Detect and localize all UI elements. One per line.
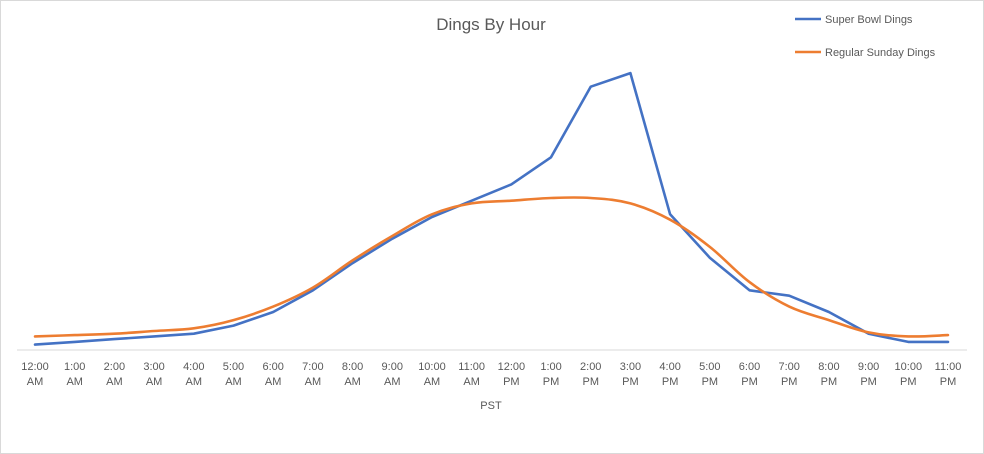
x-tick-label-period: PM bbox=[900, 376, 917, 388]
series-line-super-bowl-dings bbox=[33, 71, 950, 346]
x-tick-label-period: AM bbox=[225, 376, 242, 388]
x-tick-label-period: PM bbox=[543, 376, 560, 388]
x-tick-label-time: 12:00 bbox=[498, 361, 526, 373]
x-tick-label: 3:00 PM bbox=[620, 361, 641, 388]
x-axis-title: PST bbox=[480, 400, 502, 412]
x-tick-label-time: 8:00 bbox=[818, 361, 839, 373]
x-tick-label: 9:00 PM bbox=[858, 361, 879, 388]
x-tick-label: 7:00 PM bbox=[779, 361, 800, 388]
x-tick-label-time: 7:00 bbox=[779, 361, 800, 373]
chart-title: Dings By Hour bbox=[436, 15, 546, 34]
x-tick-label-time: 9:00 bbox=[858, 361, 879, 373]
x-tick-label: 10:00 PM bbox=[895, 361, 923, 388]
x-tick-label-period: AM bbox=[27, 376, 44, 388]
x-tick-label: 1:00 AM bbox=[64, 361, 85, 388]
x-tick-label-time: 7:00 bbox=[302, 361, 323, 373]
x-tick-label-time: 2:00 bbox=[580, 361, 601, 373]
x-tick-label: 9:00 AM bbox=[382, 361, 403, 388]
x-tick-label: 5:00 PM bbox=[699, 361, 720, 388]
x-tick-label: 4:00 AM bbox=[183, 361, 204, 388]
x-tick-label-time: 6:00 bbox=[739, 361, 760, 373]
x-tick-label-time: 6:00 bbox=[262, 361, 283, 373]
x-tick-label-period: PM bbox=[940, 376, 957, 388]
x-tick-label-time: 1:00 bbox=[64, 361, 85, 373]
x-tick-label-period: AM bbox=[463, 376, 480, 388]
x-tick-label-time: 11:00 bbox=[458, 361, 485, 373]
x-tick-label-time: 9:00 bbox=[382, 361, 403, 373]
x-tick-label-period: PM bbox=[781, 376, 798, 388]
x-tick-label-period: AM bbox=[265, 376, 282, 388]
x-tick-label-time: 10:00 bbox=[418, 361, 446, 373]
x-tick-label: 11:00 AM bbox=[458, 361, 485, 388]
x-tick-label: 2:00 PM bbox=[580, 361, 601, 388]
series-line-regular-sunday-dings bbox=[33, 196, 950, 338]
x-tick-label: 4:00 PM bbox=[659, 361, 680, 388]
x-tick-label-period: AM bbox=[186, 376, 203, 388]
x-tick-label-time: 5:00 bbox=[699, 361, 720, 373]
x-tick-label-time: 4:00 bbox=[183, 361, 204, 373]
x-tick-label: 7:00 AM bbox=[302, 361, 323, 388]
x-tick-label-period: PM bbox=[582, 376, 599, 388]
x-tick-label-period: PM bbox=[821, 376, 838, 388]
x-tick-label-period: AM bbox=[384, 376, 401, 388]
x-tick-label-period: PM bbox=[702, 376, 719, 388]
x-tick-label: 5:00 AM bbox=[223, 361, 244, 388]
x-tick-label: 1:00 PM bbox=[540, 361, 561, 388]
x-tick-label-period: AM bbox=[344, 376, 361, 388]
x-tick-label-period: AM bbox=[106, 376, 123, 388]
x-tick-label-time: 3:00 bbox=[620, 361, 641, 373]
x-tick-label-period: PM bbox=[860, 376, 877, 388]
x-tick-label-time: 4:00 bbox=[659, 361, 680, 373]
x-tick-label-period: PM bbox=[503, 376, 520, 388]
x-tick-label-period: PM bbox=[622, 376, 639, 388]
x-tick-label: 6:00 PM bbox=[739, 361, 760, 388]
x-tick-label: 8:00 AM bbox=[342, 361, 363, 388]
x-tick-label-period: PM bbox=[662, 376, 679, 388]
x-tick-label-time: 5:00 bbox=[223, 361, 244, 373]
x-tick-label-time: 10:00 bbox=[895, 361, 923, 373]
x-tick-label: 11:00 PM bbox=[935, 361, 962, 388]
x-tick-label-time: 3:00 bbox=[143, 361, 164, 373]
x-tick-label-time: 2:00 bbox=[104, 361, 125, 373]
legend: Super Bowl Dings Regular Sunday Dings bbox=[795, 14, 936, 59]
x-tick-label-period: AM bbox=[66, 376, 83, 388]
x-tick-label-period: PM bbox=[741, 376, 758, 388]
x-tick-label-time: 11:00 bbox=[935, 361, 962, 373]
x-tick-label-period: AM bbox=[424, 376, 441, 388]
x-tick-label-period: AM bbox=[305, 376, 322, 388]
x-tick-label-time: 12:00 bbox=[21, 361, 49, 373]
x-axis-ticks: 12:00 AM1:00 AM2:00 AM3:00 AM4:00 AM5:00 AM6:0… bbox=[21, 361, 961, 388]
x-tick-label: 8:00 PM bbox=[818, 361, 839, 388]
legend-label-super-bowl-dings: Super Bowl Dings bbox=[825, 14, 913, 26]
series-lines bbox=[33, 71, 950, 346]
legend-label-regular-sunday-dings: Regular Sunday Dings bbox=[825, 47, 936, 59]
x-tick-label: 6:00 AM bbox=[262, 361, 283, 388]
x-tick-label: 12:00 PM bbox=[498, 361, 526, 388]
x-tick-label: 2:00 AM bbox=[104, 361, 125, 388]
x-tick-label-time: 1:00 bbox=[540, 361, 561, 373]
x-tick-label: 3:00 AM bbox=[143, 361, 164, 388]
x-tick-label: 10:00 AM bbox=[418, 361, 446, 388]
x-tick-label-time: 8:00 bbox=[342, 361, 363, 373]
x-tick-label: 12:00 AM bbox=[21, 361, 49, 388]
x-tick-label-period: AM bbox=[146, 376, 163, 388]
